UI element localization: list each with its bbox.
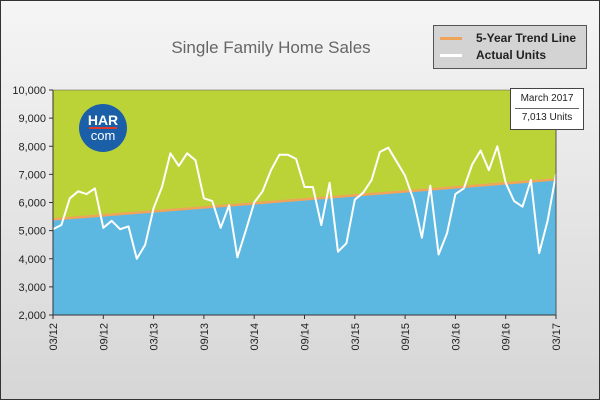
x-tick-label: 03/16 xyxy=(450,323,462,351)
legend-label-actual: Actual Units xyxy=(476,48,546,62)
x-tick-label: 09/12 xyxy=(98,323,110,351)
chart-title: Single Family Home Sales xyxy=(171,38,370,57)
annotation-value: 7,013 Units xyxy=(511,112,583,123)
legend-item-trend: 5-Year Trend Line xyxy=(440,31,576,45)
x-tick-label: 03/12 xyxy=(48,323,60,351)
legend-item-actual: Actual Units xyxy=(440,48,546,62)
y-tick-label: 4,000 xyxy=(18,254,46,266)
y-tick-label: 9,000 xyxy=(18,113,46,125)
x-tick-label: 03/13 xyxy=(149,323,161,351)
logo-text-bottom: com xyxy=(79,128,127,143)
y-tick-label: 10,000 xyxy=(12,85,46,97)
x-tick-label: 09/15 xyxy=(400,323,412,351)
y-tick-label: 6,000 xyxy=(18,198,46,210)
y-tick-label: 8,000 xyxy=(18,141,46,153)
x-tick-label: 09/16 xyxy=(501,323,513,351)
y-tick-label: 3,000 xyxy=(18,282,46,294)
y-tick-label: 7,000 xyxy=(18,169,46,181)
legend-swatch-actual xyxy=(440,54,462,57)
annotation-callout: March 2017 7,013 Units xyxy=(510,88,584,130)
annotation-month: March 2017 xyxy=(511,93,583,104)
legend-label-trend: 5-Year Trend Line xyxy=(476,31,576,45)
x-tick-label: 03/15 xyxy=(350,323,362,351)
y-axis-ticks: 2,000 3,000 4,000 5,000 6,000 7,000 8,000 9,000… xyxy=(12,85,53,322)
x-tick-label: 03/17 xyxy=(551,323,563,351)
x-tick-label: 03/14 xyxy=(249,323,261,351)
har-logo: HAR com xyxy=(79,104,127,152)
x-axis-ticks: 03/12 09/12 03/13 09/13 03/14 09/14 03/15 09/15… xyxy=(48,315,563,351)
x-tick-label: 09/14 xyxy=(300,323,312,351)
legend-swatch-trend xyxy=(440,37,462,40)
x-tick-label: 09/13 xyxy=(199,323,211,351)
legend: 5-Year Trend Line Actual Units xyxy=(433,25,587,69)
annotation-divider xyxy=(515,108,579,109)
y-tick-label: 2,000 xyxy=(18,310,46,322)
logo-text-top: HAR xyxy=(79,112,127,128)
y-tick-label: 5,000 xyxy=(18,226,46,238)
